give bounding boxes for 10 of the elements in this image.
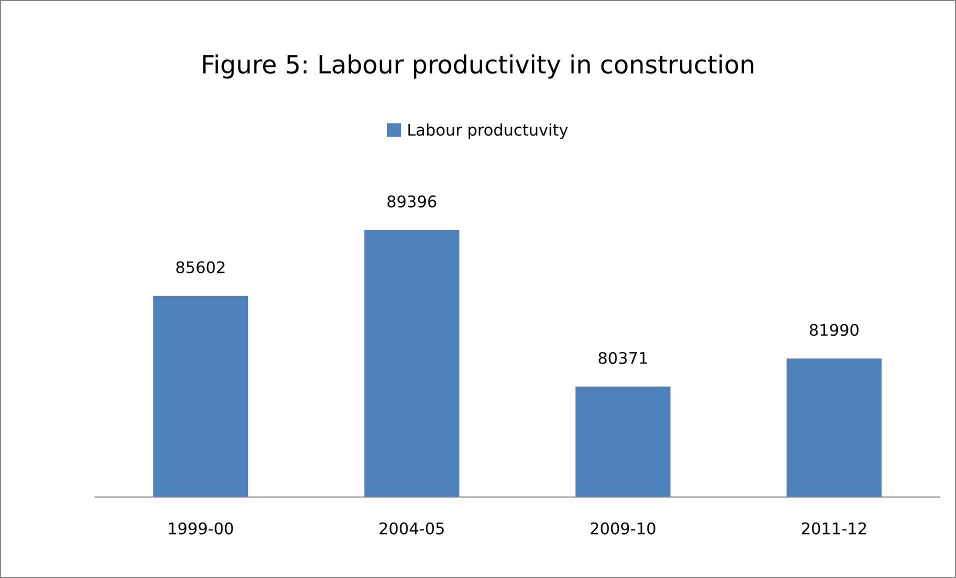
x-tick-label: 2009-10 <box>590 522 656 534</box>
data-label: 85602 <box>176 261 224 274</box>
chart-title: Figure 5: Labour productivity in construction <box>203 54 754 79</box>
data-label: 81990 <box>810 324 858 336</box>
x-tick-label: 2011-12 <box>802 522 866 534</box>
data-label: 89396 <box>387 195 436 208</box>
legend-label: Labour productuvity <box>408 123 568 139</box>
x-tick-label: 1999-00 <box>169 522 233 534</box>
x-tick-label: 2004-05 <box>380 522 444 534</box>
data-label: 80371 <box>598 352 647 364</box>
